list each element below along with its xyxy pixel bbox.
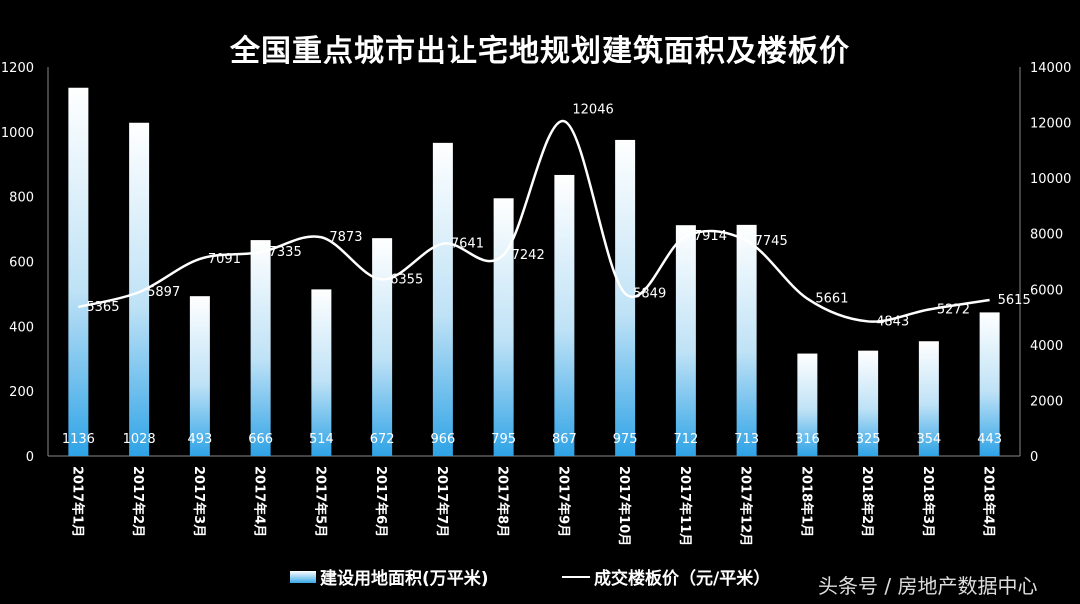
bar-data-label: 493	[187, 432, 212, 447]
x-tick-label: 2017年4月	[252, 466, 268, 537]
line-data-label: 4843	[876, 314, 909, 329]
bar-data-label: 514	[309, 432, 334, 447]
x-tick-label: 2017年7月	[434, 466, 450, 537]
bar-swatch	[290, 570, 316, 583]
bar-data-label: 1028	[123, 432, 156, 447]
line-data-label: 5365	[86, 300, 119, 315]
x-tick-label: 2018年4月	[981, 466, 997, 537]
x-tick-label: 2017年6月	[373, 466, 389, 537]
line-data-label: 5272	[937, 303, 970, 318]
right-tick-label: 4000	[1030, 339, 1063, 354]
right-tick-label: 14000	[1030, 61, 1071, 76]
bar-data-label: 713	[734, 432, 759, 447]
line-data-label: 5661	[815, 292, 848, 307]
bar	[797, 353, 818, 456]
bar	[493, 198, 514, 456]
x-tick-label: 2018年3月	[920, 466, 936, 537]
right-tick-label: 8000	[1030, 228, 1063, 243]
bar-data-label: 354	[916, 432, 941, 447]
line-data-label: 12046	[572, 102, 613, 117]
bar	[189, 296, 210, 456]
bar-data-label: 1136	[62, 432, 95, 447]
line-data-label: 7242	[512, 248, 545, 263]
bar-data-label: 712	[673, 432, 698, 447]
legend-bar-label: 建设用地面积(万平米)	[320, 569, 489, 589]
line-swatch	[562, 575, 590, 578]
line-data-label: 7873	[329, 230, 362, 245]
x-tick-label: 2018年1月	[798, 466, 814, 537]
line-data-label: 7641	[451, 237, 484, 252]
line-data-label: 7091	[208, 252, 241, 267]
bar	[554, 174, 575, 456]
x-tick-label: 2017年12月	[738, 466, 754, 546]
x-tick-label: 2017年8月	[495, 466, 511, 537]
left-tick-label: 0	[26, 450, 34, 465]
x-tick-label: 2017年1月	[69, 466, 85, 537]
bar-data-label: 867	[552, 432, 577, 447]
right-tick-label: 10000	[1030, 172, 1071, 187]
line-data-label: 5849	[633, 286, 666, 301]
bar	[68, 87, 89, 456]
x-tick-label: 2017年2月	[130, 466, 146, 537]
bar	[615, 139, 636, 456]
bar-data-label: 443	[977, 432, 1002, 447]
right-tick-label: 12000	[1030, 117, 1071, 132]
right-tick-label: 6000	[1030, 283, 1063, 298]
right-tick-label: 0	[1030, 450, 1038, 465]
left-tick-label: 200	[9, 385, 34, 400]
bar-data-label: 316	[795, 432, 820, 447]
bar	[675, 225, 696, 456]
line-data-label: 5897	[147, 285, 180, 300]
line-data-label: 5615	[998, 293, 1031, 308]
bar	[372, 238, 393, 456]
bar	[311, 289, 332, 456]
line-data-label: 7335	[269, 245, 302, 260]
x-tick-label: 2017年11月	[677, 466, 693, 546]
x-tick-label: 2017年3月	[191, 466, 207, 537]
left-tick-label: 1000	[1, 126, 34, 141]
bar-data-label: 975	[613, 432, 638, 447]
bar-data-label: 666	[248, 432, 273, 447]
bar	[736, 224, 757, 456]
left-tick-label: 600	[9, 256, 34, 271]
bar	[979, 312, 1000, 456]
bar	[858, 350, 879, 456]
legend-line-label: 成交楼板价（元/平米）	[594, 569, 771, 589]
bar-data-label: 795	[491, 432, 516, 447]
legend-bar: 建设用地面积(万平米)	[290, 564, 489, 589]
watermark: 头条号 / 房地产数据中心	[818, 574, 1038, 598]
legend-line: 成交楼板价（元/平米）	[562, 564, 770, 589]
bar	[129, 122, 150, 457]
line-data-label: 6355	[390, 272, 423, 287]
chart-title: 全国重点城市出让宅地规划建筑面积及楼板价	[230, 34, 850, 69]
x-tick-label: 2018年2月	[859, 466, 875, 537]
left-tick-label: 800	[9, 191, 34, 206]
line-data-label: 7745	[755, 234, 788, 249]
left-tick-label: 1200	[1, 61, 34, 76]
bar	[918, 341, 939, 456]
line-data-label: 7914	[694, 229, 727, 244]
bar-data-label: 325	[856, 432, 881, 447]
bar-data-label: 966	[430, 432, 455, 447]
right-tick-label: 2000	[1030, 394, 1063, 409]
bar	[432, 142, 453, 457]
x-tick-label: 2017年5月	[312, 466, 328, 537]
x-tick-label: 2017年10月	[616, 466, 632, 546]
price-line	[78, 120, 990, 323]
bar-data-label: 672	[370, 432, 395, 447]
bar	[250, 240, 271, 456]
left-tick-label: 400	[9, 320, 34, 335]
x-tick-label: 2017年9月	[555, 466, 571, 537]
